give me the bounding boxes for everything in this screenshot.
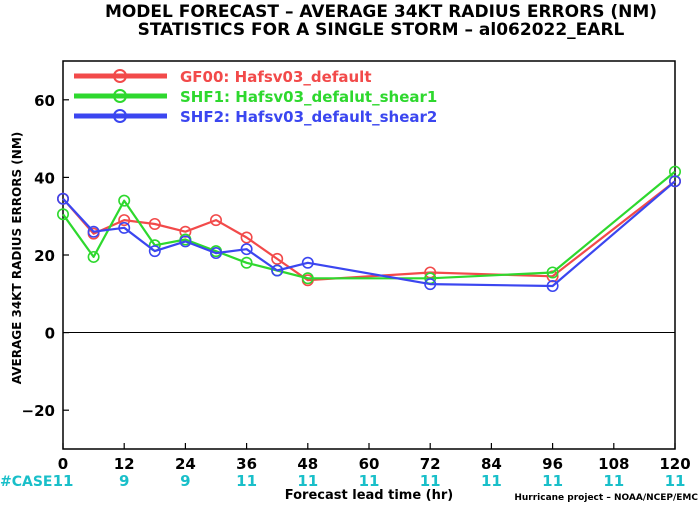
y-tick-label: 40	[34, 169, 55, 187]
series-line	[62, 180, 676, 288]
data-point	[87, 250, 100, 263]
data-point	[271, 264, 284, 277]
y-axis-label: AVERAGE 34KT RADIUS ERRORS (NM)	[10, 132, 24, 384]
case-count: 11	[359, 472, 380, 490]
data-point	[148, 217, 161, 230]
data-point	[546, 266, 559, 279]
x-tick-label: 12	[114, 455, 135, 473]
series-line	[62, 180, 676, 282]
data-point	[240, 231, 253, 244]
case-count: 11	[236, 472, 257, 490]
y-tick-label: 0	[45, 325, 55, 343]
case-count: 11	[542, 472, 563, 490]
x-tick-label: 120	[659, 455, 690, 473]
chart-subtitle: STATISTICS FOR A SINGLE STORM – al062022…	[138, 20, 625, 40]
legend-label: SHF1: Hafsv03_defalut_shear1	[180, 88, 437, 106]
series-3	[56, 175, 681, 293]
case-count: 11	[420, 472, 441, 490]
case-count: 9	[180, 472, 190, 490]
credit-text: Hurricane project – NOAA/NCEP/EMC	[514, 493, 698, 503]
x-tick-label: 72	[420, 455, 441, 473]
data-point	[56, 192, 69, 205]
legend-item-3: SHF2: Hafsv03_default_shear2	[74, 108, 437, 126]
data-point	[148, 245, 161, 258]
data-point	[301, 272, 314, 285]
data-point	[240, 256, 253, 269]
x-axis-label: Forecast lead time (hr)	[285, 488, 453, 503]
case-count: 11	[297, 472, 318, 490]
y-tick-label: 60	[34, 92, 55, 110]
x-tick-label: 24	[175, 455, 196, 473]
chart-title: MODEL FORECAST – AVERAGE 34KT RADIUS ERR…	[105, 2, 657, 22]
legend-marker	[113, 69, 127, 83]
case-count: 11	[481, 472, 502, 490]
case-count: 9	[119, 472, 129, 490]
legend-marker	[113, 89, 127, 103]
x-tick-label: 60	[359, 455, 380, 473]
x-tick-label: 84	[481, 455, 502, 473]
legend-label: GF00: Hafsv03_default	[180, 68, 371, 86]
series-2	[56, 165, 681, 285]
legend-label: SHF2: Hafsv03_default_shear2	[180, 108, 437, 126]
data-point	[118, 214, 131, 227]
data-point	[546, 280, 559, 293]
data-point	[271, 252, 284, 265]
data-point	[118, 194, 131, 207]
data-point	[179, 235, 192, 248]
data-point	[240, 243, 253, 256]
x-tick-label: 96	[542, 455, 563, 473]
data-point	[118, 221, 131, 234]
data-point	[424, 278, 437, 291]
legend-item-1: GF00: Hafsv03_default	[74, 68, 371, 86]
data-point	[56, 208, 69, 221]
case-label: #CASE	[0, 474, 53, 490]
series-1	[56, 175, 681, 287]
data-point	[210, 214, 223, 227]
data-point	[668, 175, 681, 188]
x-tick-label: 48	[297, 455, 318, 473]
data-point	[301, 256, 314, 269]
x-tick-label: 36	[236, 455, 257, 473]
legend-item-2: SHF1: Hafsv03_defalut_shear1	[74, 88, 437, 106]
y-tick-label: 20	[34, 247, 55, 265]
series-line	[62, 170, 676, 280]
case-count: 11	[603, 472, 624, 490]
case-count: 11	[53, 472, 74, 490]
y-tick-label: −20	[22, 402, 55, 420]
case-count: 11	[665, 472, 686, 490]
legend-marker	[113, 109, 127, 123]
data-point	[87, 225, 100, 238]
data-point	[210, 247, 223, 260]
x-tick-label: 108	[598, 455, 629, 473]
x-tick-label: 0	[58, 455, 68, 473]
